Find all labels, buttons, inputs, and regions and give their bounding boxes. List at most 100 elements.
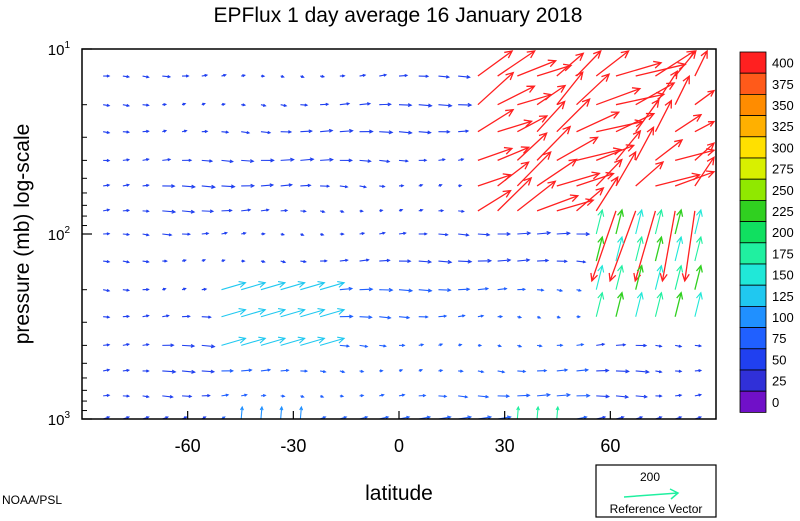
flux-arrow xyxy=(221,280,247,291)
flux-arrow xyxy=(339,209,345,213)
flux-arrow xyxy=(103,103,111,107)
flux-arrow xyxy=(674,49,697,77)
colorbar-swatch xyxy=(739,199,767,222)
flux-arrow xyxy=(241,159,255,164)
colorbar-swatch xyxy=(739,221,767,244)
flux-arrow xyxy=(576,393,591,398)
flux-arrow xyxy=(379,102,392,107)
flux-arrow xyxy=(438,158,446,162)
flux-arrow xyxy=(122,394,131,398)
flux-arrow xyxy=(103,232,111,236)
flux-arrow xyxy=(379,209,384,213)
flux-arrow xyxy=(418,74,430,78)
flux-arrow xyxy=(359,369,365,373)
flux-arrow xyxy=(103,183,111,187)
flux-arrow xyxy=(615,60,663,77)
flux-arrow xyxy=(398,159,409,163)
flux-arrow xyxy=(497,287,508,291)
flux-arrow xyxy=(635,291,644,317)
flux-arrow xyxy=(576,232,591,237)
flux-arrow xyxy=(103,74,111,78)
vector-field xyxy=(102,49,716,420)
flux-arrow xyxy=(359,344,369,348)
flux-arrow xyxy=(280,308,306,318)
flux-arrow xyxy=(300,183,312,188)
x-tick-label: -60 xyxy=(175,436,201,456)
flux-arrow xyxy=(674,264,684,290)
colorbar-swatch xyxy=(739,305,767,328)
flux-arrow xyxy=(241,208,252,212)
flux-arrow xyxy=(339,258,349,262)
flux-arrow xyxy=(458,395,469,399)
flux-arrow xyxy=(398,103,413,108)
flux-arrow xyxy=(398,208,404,212)
flux-arrow xyxy=(280,183,294,187)
flux-arrow xyxy=(438,288,452,292)
flux-arrow xyxy=(477,71,515,106)
flux-arrow xyxy=(556,231,571,236)
flux-arrow xyxy=(122,75,131,79)
flux-arrow xyxy=(221,336,247,346)
flux-arrow xyxy=(458,129,470,133)
flux-arrow xyxy=(103,288,111,293)
flux-arrow xyxy=(536,158,578,187)
flux-arrow xyxy=(142,343,150,347)
flux-arrow xyxy=(260,394,267,398)
flux-arrow xyxy=(201,159,214,163)
flux-arrow xyxy=(576,260,587,264)
flux-arrow xyxy=(537,258,550,263)
flux-arrow xyxy=(260,158,275,163)
flux-arrow xyxy=(320,157,334,162)
flux-arrow xyxy=(260,183,275,188)
flux-arrow xyxy=(181,343,196,348)
flux-arrow xyxy=(655,344,663,348)
flux-arrow xyxy=(517,393,531,398)
colorbar-label: 325 xyxy=(772,119,794,134)
colorbar-label: 150 xyxy=(772,268,794,283)
flux-arrow xyxy=(241,336,267,346)
flux-arrow xyxy=(537,392,552,398)
flux-arrow xyxy=(339,394,345,398)
reference-vector-arrow xyxy=(623,488,680,500)
flux-arrow xyxy=(458,102,473,108)
flux-arrow xyxy=(241,308,267,318)
flux-arrow xyxy=(536,84,567,106)
flux-arrow xyxy=(590,210,617,283)
flux-arrow xyxy=(694,89,716,106)
flux-arrow xyxy=(221,308,247,318)
flux-arrow xyxy=(576,368,590,372)
flux-arrow xyxy=(280,368,290,373)
flux-arrow xyxy=(103,315,111,319)
flux-arrow xyxy=(260,280,287,291)
flux-arrow xyxy=(497,258,512,263)
flux-arrow xyxy=(516,150,552,187)
flux-arrow xyxy=(458,184,463,188)
flux-arrow xyxy=(418,369,424,372)
flux-arrow xyxy=(339,185,349,189)
flux-arrow xyxy=(103,208,111,212)
flux-arrow xyxy=(142,287,150,292)
flux-arrow xyxy=(635,98,660,133)
y-tick-label: 103 xyxy=(48,410,71,429)
flux-arrow xyxy=(555,405,560,420)
flux-arrow xyxy=(517,258,531,263)
flux-arrow xyxy=(339,314,354,319)
flux-arrow xyxy=(300,103,309,107)
flux-arrow xyxy=(615,150,637,187)
flux-arrow xyxy=(162,209,177,214)
colorbar: 4003753503253002752502252001751501251007… xyxy=(739,51,794,413)
flux-arrow xyxy=(103,130,111,135)
flux-arrow xyxy=(142,395,150,399)
flux-arrow xyxy=(694,291,703,317)
flux-arrow xyxy=(517,115,549,133)
flux-arrow xyxy=(103,158,111,163)
flux-arrow xyxy=(320,74,326,78)
flux-arrow xyxy=(635,126,655,161)
flux-arrow xyxy=(497,394,511,399)
flux-arrow xyxy=(280,157,295,162)
flux-arrow xyxy=(596,87,642,106)
flux-arrow xyxy=(694,393,703,397)
flux-arrow xyxy=(221,231,229,235)
flux-arrow xyxy=(477,108,515,133)
flux-arrow xyxy=(359,129,374,134)
